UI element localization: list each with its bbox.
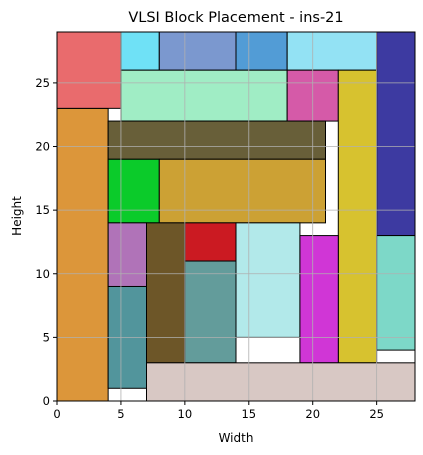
placement-block-6 (286, 31, 378, 71)
placement-block-11 (107, 120, 327, 160)
placement-block-21 (376, 235, 416, 351)
plot-frame (56, 31, 416, 402)
x-tick-label: 5 (117, 407, 124, 421)
placement-block-10 (337, 69, 378, 364)
y-tick-label: 0 (43, 394, 50, 408)
placement-block-17 (184, 222, 237, 262)
y-tick-label: 15 (35, 203, 50, 217)
y-tick-label: 25 (35, 76, 50, 90)
placement-block-2 (56, 31, 122, 109)
y-tick-label: 20 (35, 140, 50, 154)
placement-block-7 (376, 31, 416, 237)
y-tick-label: 10 (35, 267, 50, 281)
y-axis-label: Height (10, 196, 24, 236)
y-tick-label: 5 (43, 330, 50, 344)
x-tick-label: 25 (369, 407, 384, 421)
placement-block-16 (146, 222, 186, 364)
placement-block-8 (120, 69, 288, 122)
placement-block-19 (235, 222, 301, 338)
x-tick-label: 20 (305, 407, 320, 421)
placement-block-20 (299, 235, 339, 364)
axes-layer: 0 5 10 15 20 25 0 5 10 15 20 25 (35, 31, 416, 421)
placement-block-1 (56, 107, 109, 402)
x-tick-label: 10 (178, 407, 193, 421)
chart-title: VLSI Block Placement - ins-21 (128, 10, 343, 26)
x-axis-label: Width (219, 431, 254, 445)
placement-block-4 (158, 31, 237, 71)
placement-block-13 (158, 158, 326, 224)
placement-block-22 (146, 362, 416, 402)
placement-block-3 (120, 31, 160, 71)
placement-block-18 (184, 260, 237, 364)
placement-block-14 (107, 222, 148, 287)
blocks-layer (56, 31, 416, 402)
placement-block-12 (107, 158, 160, 224)
x-tick-label: 0 (53, 407, 60, 421)
placement-block-5 (235, 31, 288, 71)
x-tick-label: 15 (241, 407, 256, 421)
